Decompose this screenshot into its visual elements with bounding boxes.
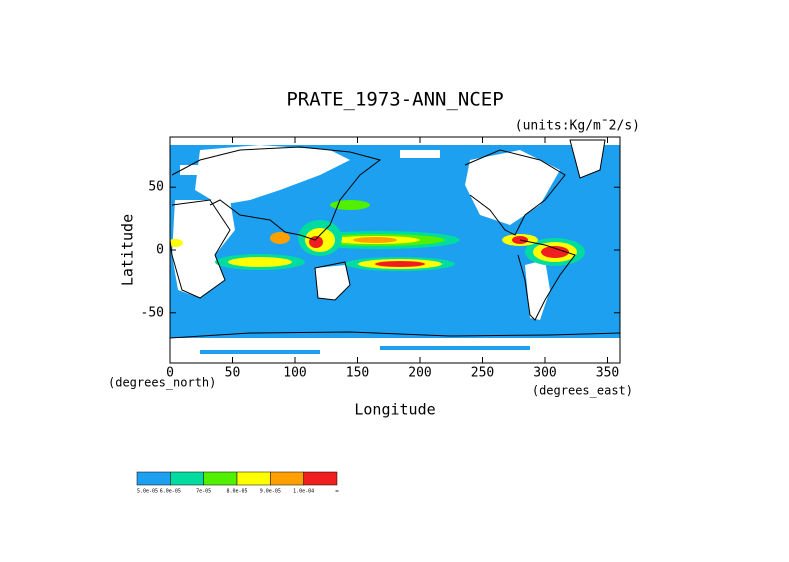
title: PRATE_1973-ANN_NCEP — [286, 89, 503, 111]
colorbar-swatch — [303, 471, 338, 486]
y-axis-units: (degrees_north) — [108, 376, 216, 390]
y-tick-label: -50 — [141, 305, 164, 320]
x-tick-label: 200 — [408, 366, 431, 381]
colorbar-label: 8.0e-05 — [226, 489, 247, 495]
y-axis-label: Latitude — [119, 214, 137, 286]
colorbar-swatch — [170, 471, 204, 486]
colorbar-swatch — [136, 471, 171, 486]
units: (units:Kg/m¯2/s) — [515, 119, 640, 134]
y-tick-label: 50 — [148, 180, 164, 195]
x-axis-label: Longitude — [354, 401, 435, 419]
x-axis-units: (degrees_east) — [532, 384, 633, 398]
colorbar-label: 5.0e-05 — [137, 489, 158, 495]
rain-bands — [170, 200, 585, 271]
colorbar-swatch — [203, 471, 238, 486]
colorbar-label: 1.0e-04 — [293, 489, 314, 495]
x-tick-label: 150 — [346, 366, 369, 381]
colorbar-label: 6.0e-05 — [160, 489, 181, 495]
x-tick-label: 350 — [596, 366, 619, 381]
colorbar-swatch — [270, 471, 304, 486]
map-field — [170, 137, 620, 363]
colorbar-label: ∞ — [335, 489, 338, 495]
colorbar-label: 7e-05 — [196, 489, 211, 495]
x-tick-label: 100 — [283, 366, 306, 381]
x-tick-label: 0 — [166, 366, 174, 381]
colorbar-swatch — [236, 471, 271, 486]
colorbar-label: 9.0e-05 — [260, 489, 281, 495]
x-tick-label: 50 — [225, 366, 241, 381]
antarctic-gaps — [200, 346, 530, 354]
x-tick-label: 250 — [471, 366, 494, 381]
y-tick-label: 0 — [156, 243, 164, 258]
coastlines — [170, 139, 620, 339]
x-tick-label: 300 — [533, 366, 556, 381]
